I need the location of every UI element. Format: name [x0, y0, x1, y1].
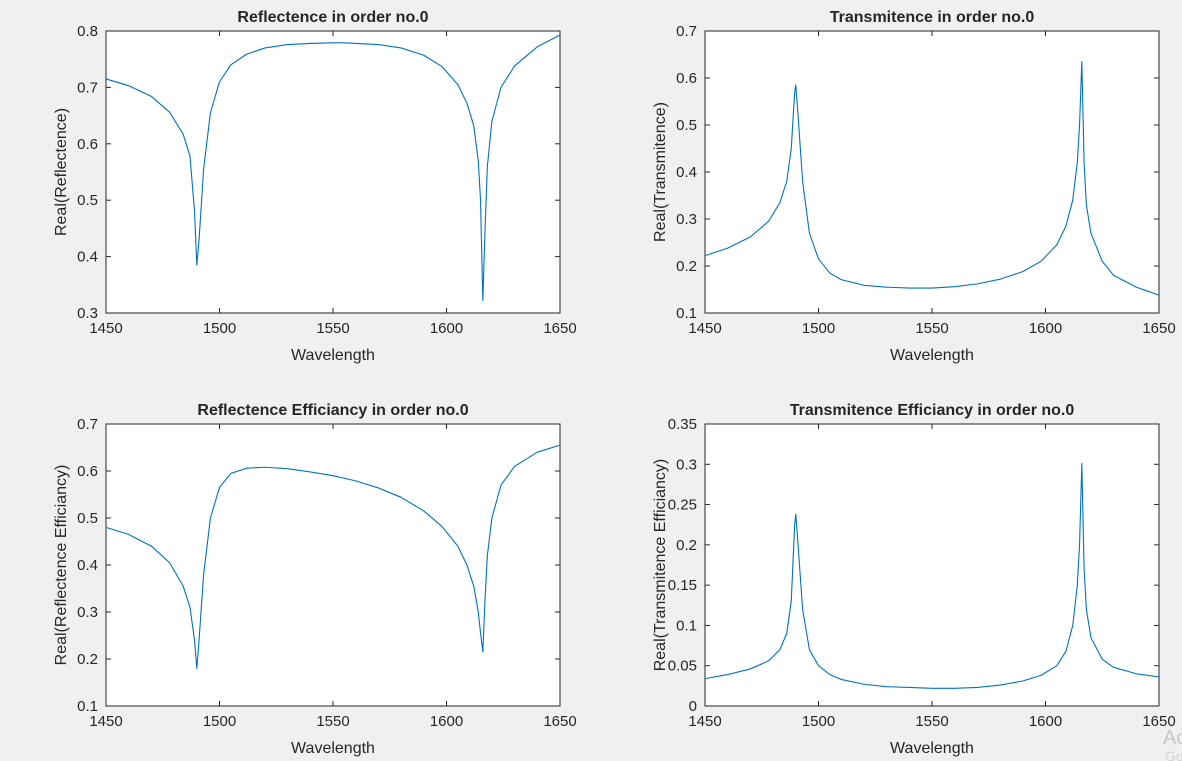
x-tick-label: 1650 [1142, 320, 1175, 337]
subplot-transmitence: 1450 1500 1550 1600 1650 0.1 0.2 0.3 0.4 0.5 0.6 0.… [652, 9, 1176, 364]
y-tick-label: 0.1 [676, 617, 697, 634]
y-tick-label: 0.5 [676, 117, 697, 134]
x-tick-label: 1600 [430, 713, 463, 730]
y-axis-label: Real(Transmitence Efficiancy) [652, 459, 669, 672]
y-tick-label: 0.2 [676, 537, 697, 554]
series-line-transmitence [704, 60, 1160, 296]
x-tick-label: 1550 [316, 320, 349, 337]
y-tick-label: 0.6 [676, 70, 697, 87]
x-tick-label: 1600 [430, 320, 463, 337]
x-tick-label: 1650 [543, 713, 576, 730]
x-tick-label: 1450 [688, 713, 721, 730]
chart-title: Reflectence in order no.0 [237, 9, 428, 26]
chart-title: Reflectence Efficiancy in order no.0 [197, 402, 468, 419]
y-tick-label: 0.3 [77, 604, 98, 621]
plot-area-reflectence-efficiancy [105, 423, 561, 707]
y-tick-label: 0.8 [77, 23, 98, 40]
x-tick-label: 1550 [915, 713, 948, 730]
y-tick-label: 0.5 [77, 510, 98, 527]
x-tick-label: 1500 [203, 713, 236, 730]
y-axis-label: Real(Reflectence Efficiancy) [53, 465, 70, 666]
y-axis-label: Real(Reflectence) [53, 108, 70, 236]
subplot-grid: 1450 1500 1550 1600 1650 0.3 0.4 0.5 0.6 0.7 0.8 Re… [53, 9, 1176, 757]
x-tick-label: 1600 [1029, 320, 1062, 337]
y-tick-label: 0.25 [668, 497, 697, 514]
x-axis-label: Wavelength [890, 740, 974, 757]
x-tick-label: 1550 [915, 320, 948, 337]
series-line-transmitence-efficiancy [704, 462, 1160, 689]
x-tick-label: 1650 [1142, 713, 1175, 730]
y-tick-label: 0.5 [77, 192, 98, 209]
y-tick-label: 0.7 [77, 79, 98, 96]
y-tick-label: 0.35 [668, 416, 697, 433]
y-tick-label: 0.2 [676, 258, 697, 275]
y-tick-label: 0.7 [676, 23, 697, 40]
y-axis-label: Real(Transmitence) [652, 102, 669, 242]
x-tick-label: 1500 [802, 713, 835, 730]
x-tick-label: 1600 [1029, 713, 1062, 730]
x-axis-label: Wavelength [890, 347, 974, 364]
x-axis-label: Wavelength [291, 347, 375, 364]
y-tick-label: 0 [689, 698, 697, 715]
y-tick-label: 0.1 [77, 698, 98, 715]
y-tick-label: 0.4 [676, 164, 697, 181]
series-line-reflectence [105, 34, 561, 302]
subplot-reflectence-efficiancy: 1450 1500 1550 1600 1650 0.1 0.2 0.3 0.4 0.5 0.6 0.… [53, 402, 577, 757]
y-tick-label: 0.05 [668, 658, 697, 675]
chart-title: Transmitence Efficiancy in order no.0 [790, 402, 1075, 419]
x-tick-label: 1450 [89, 713, 122, 730]
plot-area-reflectence [105, 30, 561, 314]
x-tick-label: 1500 [203, 320, 236, 337]
y-tick-label: 0.6 [77, 463, 98, 480]
y-tick-label: 0.4 [77, 249, 98, 266]
x-tick-label: 1550 [316, 713, 349, 730]
y-tick-label: 0.2 [77, 651, 98, 668]
x-tick-label: 1450 [89, 320, 122, 337]
watermark-line-1: Ac [1163, 727, 1182, 749]
subplot-transmitence-efficiancy: 1450 1500 1550 1600 1650 0 0.05 0.1 0.15 0.2 0.25 0… [652, 402, 1176, 757]
subplot-reflectence: 1450 1500 1550 1600 1650 0.3 0.4 0.5 0.6 0.7 0.8 Re… [53, 9, 577, 364]
y-tick-label: 0.3 [676, 211, 697, 228]
y-tick-label: 0.1 [676, 305, 697, 322]
y-tick-label: 0.4 [77, 557, 98, 574]
x-tick-label: 1500 [802, 320, 835, 337]
x-tick-label: 1450 [688, 320, 721, 337]
plot-area-transmitence [704, 30, 1160, 314]
y-tick-label: 0.3 [77, 305, 98, 322]
y-tick-label: 0.15 [668, 577, 697, 594]
x-tick-label: 1650 [543, 320, 576, 337]
plot-area-transmitence-efficiancy [704, 423, 1160, 707]
series-line-reflectence-efficiancy [105, 444, 561, 669]
chart-title: Transmitence in order no.0 [830, 9, 1035, 26]
y-tick-label: 0.3 [676, 456, 697, 473]
watermark-line-2: Go [1165, 748, 1182, 761]
y-tick-label: 0.7 [77, 416, 98, 433]
y-tick-label: 0.6 [77, 136, 98, 153]
x-axis-label: Wavelength [291, 740, 375, 757]
